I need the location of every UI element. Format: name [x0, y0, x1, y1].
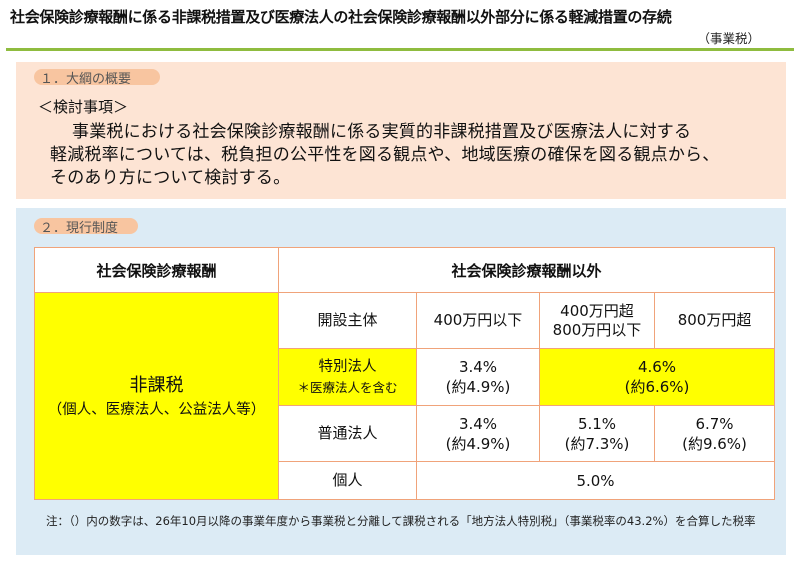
review-line-1: 事業税における社会保険診療報酬に係る実質的非課税措置及び医療法人に対する	[72, 122, 692, 142]
rate-inclusive: (約4.9%)	[445, 378, 511, 396]
header-insurance-income: 社会保険診療報酬	[34, 247, 279, 293]
current-system-heading: ２．現行制度	[40, 221, 119, 236]
rate-value: 4.6%	[637, 358, 677, 376]
income-band-2: 400万円超 800万円以下	[539, 292, 655, 349]
ordinary-corp-rate-band2: 5.1% (約7.3%)	[539, 405, 655, 462]
income-band-3: 800万円超	[653, 292, 776, 349]
header-other-income: 社会保険診療報酬以外	[277, 247, 776, 293]
nontax-cell: 非課税 （個人、医療法人、公益法人等）	[34, 292, 279, 500]
tax-rate-table: 社会保険診療報酬 社会保険診療報酬以外 非課税 （個人、医療法人、公益法人等） …	[34, 247, 776, 500]
rate-value: 3.4%	[458, 358, 498, 376]
rate-value: 3.4%	[458, 414, 498, 433]
outline-heading: １．大綱の概要	[40, 72, 132, 87]
review-line-3: そのあり方について検討する。	[50, 168, 291, 188]
page-title: 社会保険診療報酬に係る非課税措置及び医療法人の社会保険診療報酬以外部分に係る軽減…	[10, 8, 672, 26]
footnote: 注：（）内の数字は、26年10月以降の事業年度から事業税と分離して課税される「地…	[46, 514, 756, 528]
establisher-header: 開設主体	[278, 292, 417, 349]
income-band-1: 400万円以下	[416, 292, 540, 349]
individual-label: 個人	[278, 461, 417, 500]
special-corp-rate-band1: 3.4% (約4.9%)	[416, 348, 540, 406]
rate-inclusive: (約6.6%)	[624, 378, 690, 396]
ordinary-corp-rate-band3: 6.7% (約9.6%)	[653, 405, 776, 462]
special-corp-note: ＊医療法人を含む	[297, 380, 398, 395]
review-line-2: 軽減税率については、税負担の公平性を図る観点や、地域医療の確保を図る観点から、	[50, 145, 720, 165]
ordinary-corp-rate-band1: 3.4% (約4.9%)	[416, 405, 540, 462]
review-items-heading: ＜検討事項＞	[38, 98, 129, 116]
rate-inclusive: (約4.9%)	[445, 434, 511, 453]
rate-inclusive: (約9.6%)	[682, 434, 747, 453]
outline-heading-highlight	[34, 69, 160, 85]
income-band-2-upper: 800万円以下	[552, 320, 642, 339]
rate-value: 6.7%	[695, 414, 734, 433]
rate-value: 5.1%	[577, 414, 617, 433]
nontax-label: 非課税	[129, 374, 184, 396]
special-corp-label-cell: 特別法人 ＊医療法人を含む	[278, 348, 417, 406]
special-corp-rate-band23: 4.6% (約6.6%)	[538, 348, 776, 406]
tax-type-label: （事業税）	[697, 31, 760, 46]
title-divider	[6, 48, 794, 51]
current-system-heading-highlight	[34, 218, 138, 234]
nontax-scope: （個人、医療法人、公益法人等）	[47, 401, 266, 418]
ordinary-corp-label: 普通法人	[278, 405, 417, 462]
rate-inclusive: (約7.3%)	[564, 434, 630, 453]
special-corp-label: 特別法人	[318, 359, 377, 375]
individual-rate: 5.0%	[415, 461, 776, 500]
income-band-2-lower: 400万円超	[560, 301, 634, 320]
